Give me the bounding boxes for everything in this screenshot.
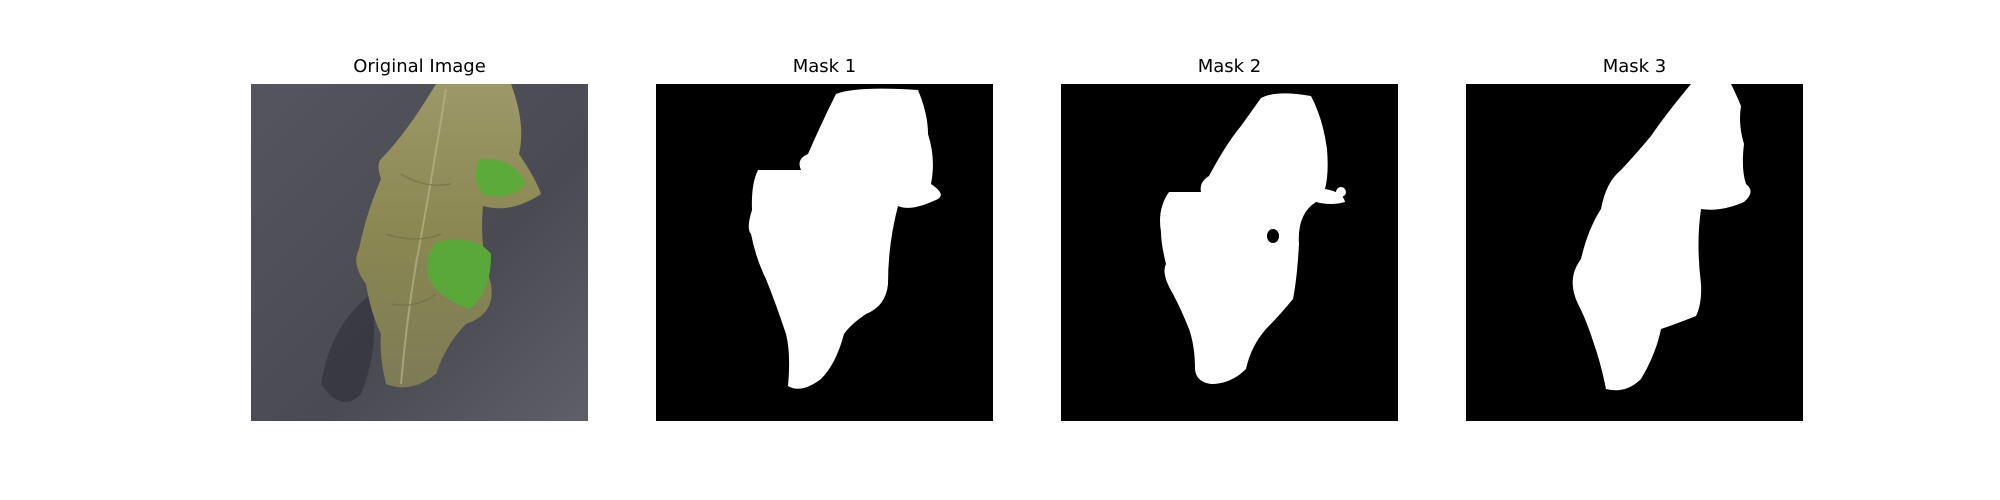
mask-2-region [1160,93,1345,384]
mask-3-region [1572,84,1751,391]
mask-2-hole [1267,229,1279,243]
panel-title: Mask 2 [1197,56,1262,77]
mask-2-image [1061,84,1398,421]
leaf-green-patch-upper [475,158,526,197]
mask-2-speck [1336,187,1346,197]
leaf-green-patch-lower [427,239,491,309]
panel-title: Mask 3 [1602,56,1667,77]
leaf-vein [400,88,447,385]
leaf-photo [251,84,588,421]
mask-3-image [1466,84,1803,421]
panel-title: Original Image [353,56,486,77]
mask-1-region [748,88,941,389]
leaf-wrinkles [385,173,452,306]
mask-1-image [656,84,993,421]
panel-title: Mask 1 [792,56,857,77]
leaf-shadow [321,294,375,402]
